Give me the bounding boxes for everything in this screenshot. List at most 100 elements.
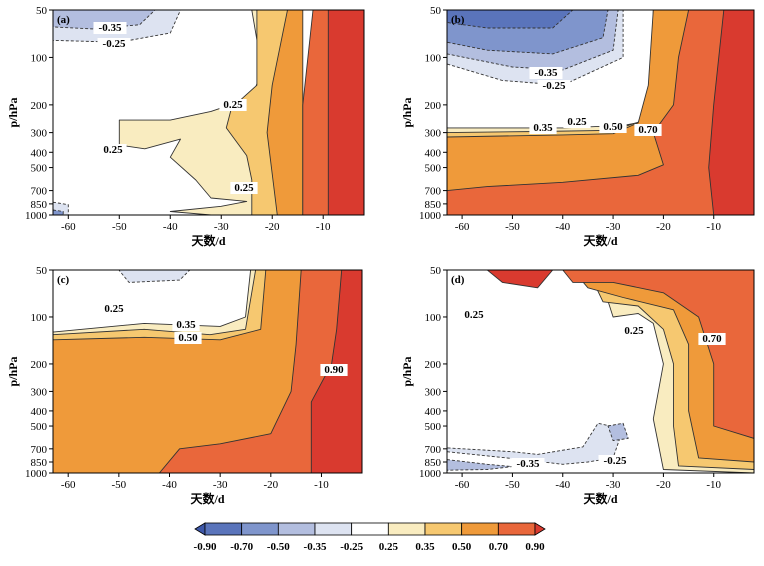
y-tick-label: 100 bbox=[425, 312, 442, 324]
y-tick-label: 300 bbox=[425, 128, 442, 140]
panel-label: (c) bbox=[57, 274, 70, 286]
y-tick-label: 200 bbox=[425, 100, 442, 112]
x-tick-label: -60 bbox=[455, 479, 470, 491]
contour-label: 0.25 bbox=[104, 303, 124, 315]
x-tick-label: -10 bbox=[316, 221, 331, 233]
contour-label: -0.35 bbox=[517, 458, 540, 470]
contour-label: 0.25 bbox=[567, 116, 587, 128]
x-tick-label: -60 bbox=[61, 479, 76, 491]
panel-b: -60 -50 -40 -30 -20 -10 50 100 200 300 400 500 70085… bbox=[400, 5, 755, 248]
contour-region-4 bbox=[486, 270, 554, 289]
x-tick-label: -20 bbox=[263, 479, 278, 491]
x-tick-label: -50 bbox=[112, 221, 127, 233]
contour-label-bg bbox=[460, 309, 488, 321]
contour-label: -0.35 bbox=[99, 22, 122, 34]
x-axis-label: 天数/d bbox=[191, 233, 225, 248]
plot-frame bbox=[446, 9, 755, 216]
y-tick-label: 200 bbox=[31, 100, 48, 112]
contour-label-bg bbox=[620, 325, 648, 337]
x-tick-label: -40 bbox=[555, 479, 570, 491]
colorbar-tick-label: 0.25 bbox=[379, 541, 399, 553]
contour-label-bg bbox=[529, 67, 563, 79]
plot-frame bbox=[446, 269, 755, 474]
contour-region-3 bbox=[447, 10, 574, 29]
contour-label: -0.25 bbox=[103, 38, 126, 50]
y-tick-label: 500 bbox=[425, 421, 442, 433]
y-tick-label: 50 bbox=[430, 5, 442, 17]
panel-a: -60 -50 -40 -30 -20 -10 50 100 200 300 400 500 70085… bbox=[6, 5, 365, 248]
panel-label: (d) bbox=[451, 274, 465, 286]
colorbar-segment bbox=[351, 522, 389, 536]
contour-label: -0.35 bbox=[535, 67, 558, 79]
contour-label: 0.25 bbox=[103, 144, 123, 156]
x-axis-label: 天数/d bbox=[190, 491, 224, 506]
y-tick-label: 100 bbox=[31, 52, 48, 64]
x-tick-label: -20 bbox=[265, 221, 280, 233]
y-tick-label: 500 bbox=[31, 163, 48, 175]
contour-label: 0.35 bbox=[533, 122, 553, 134]
contour-label: 0.25 bbox=[234, 182, 254, 194]
y-tick-label: 200 bbox=[425, 359, 442, 371]
contour-fills bbox=[53, 10, 364, 215]
colorbar-segment bbox=[534, 522, 546, 536]
y-tick-label: 50 bbox=[36, 265, 48, 277]
contour-label: 0.25 bbox=[223, 99, 243, 111]
y-axis-label: p/hPa bbox=[400, 97, 414, 127]
contour-region-3 bbox=[461, 270, 754, 439]
colorbar-tick-label: -0.35 bbox=[304, 541, 327, 553]
x-axis-label: 天数/d bbox=[583, 491, 617, 506]
contour-region-8 bbox=[327, 10, 364, 215]
contour-region-7 bbox=[447, 10, 754, 215]
y-tick-label: 300 bbox=[425, 386, 442, 398]
x-tick-label: -20 bbox=[656, 221, 671, 233]
y-tick-label: 700 bbox=[31, 444, 48, 456]
y-tick-label: 400 bbox=[31, 406, 48, 418]
y-tick-label: 100 bbox=[31, 312, 48, 324]
y-tick-label: 100 bbox=[425, 52, 442, 64]
contour-region-1 bbox=[447, 270, 754, 470]
contour-region-7 bbox=[607, 422, 629, 442]
x-tick-label: -10 bbox=[706, 221, 721, 233]
plot-frame bbox=[52, 269, 363, 474]
x-tick-label: -40 bbox=[162, 479, 177, 491]
y-tick-label: 200 bbox=[31, 359, 48, 371]
x-tick-label: -20 bbox=[656, 479, 671, 491]
contour-label-bg bbox=[529, 122, 557, 134]
y-tick-label: 400 bbox=[425, 406, 442, 418]
y-tick-label: 50 bbox=[36, 5, 48, 17]
colorbar-tick-label: 0.90 bbox=[525, 541, 545, 553]
colorbar-segment bbox=[424, 522, 463, 536]
colorbar-tick-label: -0.70 bbox=[230, 541, 253, 553]
colorbar-tick-label: 0.50 bbox=[452, 541, 472, 553]
panel-label: (a) bbox=[57, 14, 70, 26]
colorbar-segment bbox=[387, 522, 426, 536]
y-tick-label: 300 bbox=[31, 128, 48, 140]
x-tick-label: -30 bbox=[213, 479, 228, 491]
y-tick-label: 1000 bbox=[25, 210, 48, 222]
y-tick-label: 500 bbox=[425, 163, 442, 175]
contour-label-bg bbox=[219, 99, 247, 111]
contour-fills bbox=[447, 270, 754, 473]
y-tick-label: 1000 bbox=[419, 210, 442, 222]
x-tick-label: -40 bbox=[163, 221, 178, 233]
x-tick-label: -40 bbox=[555, 221, 570, 233]
contour-label-bg bbox=[100, 303, 128, 315]
y-tick-label: 850 bbox=[425, 457, 442, 469]
contour-fills bbox=[447, 10, 754, 215]
x-tick-label: -30 bbox=[606, 479, 621, 491]
colorbar-segment bbox=[241, 522, 279, 536]
y-axis-label: p/hPa bbox=[6, 356, 20, 386]
contour-region-3 bbox=[53, 209, 64, 215]
contour-label-bg bbox=[634, 124, 662, 136]
y-tick-label: 850 bbox=[31, 199, 48, 211]
colorbar-segment bbox=[461, 522, 499, 536]
contour-label: -0.25 bbox=[604, 455, 627, 467]
y-tick-label: 700 bbox=[31, 186, 48, 198]
plot-frame bbox=[52, 9, 365, 216]
colorbar-tick-label: -0.90 bbox=[194, 541, 217, 553]
y-tick-label: 300 bbox=[31, 386, 48, 398]
y-axis-label: p/hPa bbox=[6, 97, 20, 127]
contour-label-bg bbox=[174, 332, 202, 344]
x-tick-label: -50 bbox=[505, 479, 520, 491]
